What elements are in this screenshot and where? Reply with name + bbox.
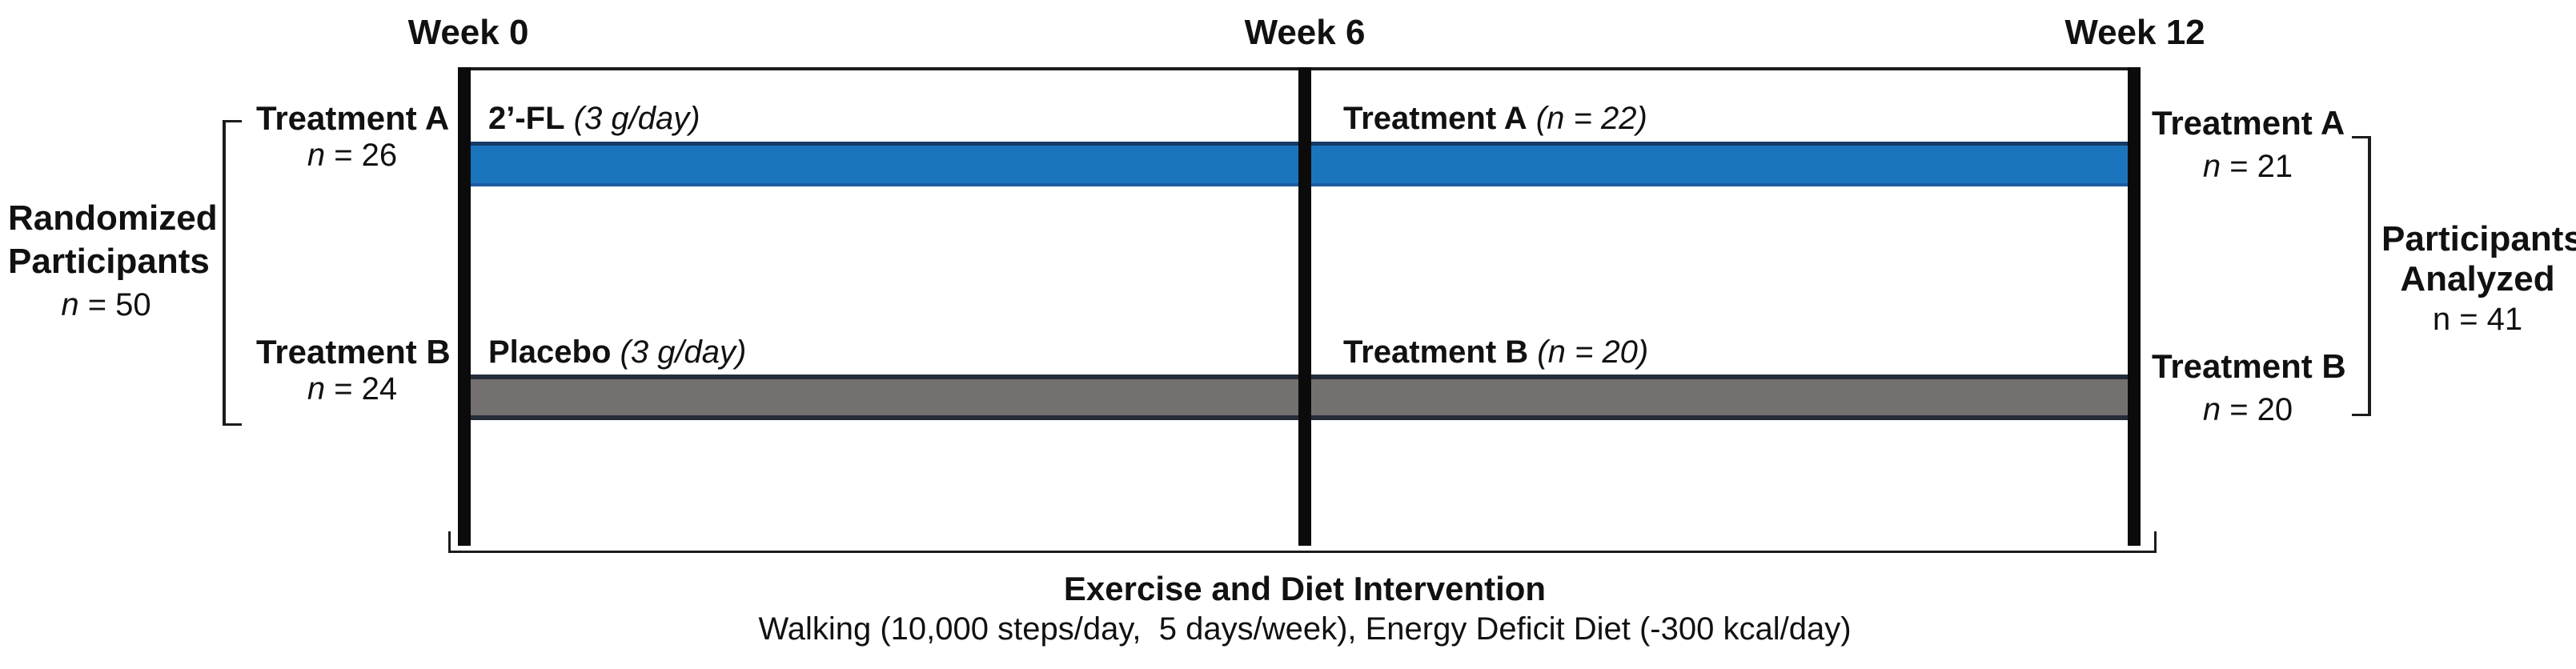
randomized-line1: Randomized <box>8 198 218 238</box>
arm-b-mid-name: Treatment B <box>1343 334 1529 370</box>
right-bracket <box>2352 136 2371 416</box>
analyzed-line1: Participants <box>2381 219 2576 258</box>
randomized-line2: Participants <box>8 242 210 281</box>
left-bracket <box>223 120 242 426</box>
arm-a-midpoint-label: Treatment A (n = 22) <box>1343 101 1647 137</box>
right-arm-b-label: Treatment B <box>2152 347 2346 385</box>
week-6-tick <box>1298 67 1311 546</box>
arm-a-mid-name: Treatment A <box>1343 101 1527 136</box>
intervention-subtitle: Walking (10,000 steps/day, 5 days/week),… <box>758 611 1852 647</box>
week-12-tick <box>2128 67 2141 546</box>
left-arm-b-n: n = 24 <box>307 371 398 407</box>
arm-a-drug-dose: (3 g/day) <box>564 101 700 136</box>
week-6-label: Week 6 <box>1244 13 1366 52</box>
randomized-participants-block: Randomized Participants n = 50 <box>8 197 218 326</box>
right-arm-b-n: n = 20 <box>2202 392 2293 427</box>
analyzed-n: n = 41 <box>2432 302 2523 337</box>
arm-b-midpoint-label: Treatment B (n = 20) <box>1343 334 1648 371</box>
week-0-label: Week 0 <box>407 13 529 52</box>
left-arm-a-label: Treatment A <box>256 99 450 137</box>
left-arm-a-block: Treatment A n = 26 <box>256 99 450 174</box>
participants-analyzed-block: Participants Analyzed n = 41 <box>2381 219 2576 339</box>
arm-b-drug-name: Placebo <box>488 334 612 370</box>
right-arm-b-block: Treatment B n = 20 <box>2152 347 2346 428</box>
right-arm-a-n: n = 21 <box>2202 149 2293 184</box>
week-0-tick <box>458 67 471 546</box>
right-arm-a-block: Treatment A n = 21 <box>2152 104 2345 185</box>
left-arm-b-block: Treatment B n = 24 <box>256 333 451 407</box>
intervention-bracket <box>448 531 2157 553</box>
week-12-label: Week 12 <box>2064 13 2205 52</box>
randomized-n: n = 50 <box>61 287 151 322</box>
left-arm-b-label: Treatment B <box>256 333 451 371</box>
left-arm-a-n: n = 26 <box>307 138 398 173</box>
arm-a-drug-label: 2’-FL (3 g/day) <box>488 101 700 137</box>
intervention-title: Exercise and Diet Intervention <box>1063 570 1547 607</box>
arm-a-drug-name: 2’-FL <box>488 101 565 136</box>
arm-b-drug-dose: (3 g/day) <box>611 334 747 370</box>
analyzed-line2: Analyzed <box>2400 259 2555 298</box>
right-arm-a-label: Treatment A <box>2152 104 2345 142</box>
arm-a-mid-n: (n = 22) <box>1527 101 1647 136</box>
arm-b-mid-n: (n = 20) <box>1528 334 1649 370</box>
arm-b-drug-label: Placebo (3 g/day) <box>488 334 746 371</box>
